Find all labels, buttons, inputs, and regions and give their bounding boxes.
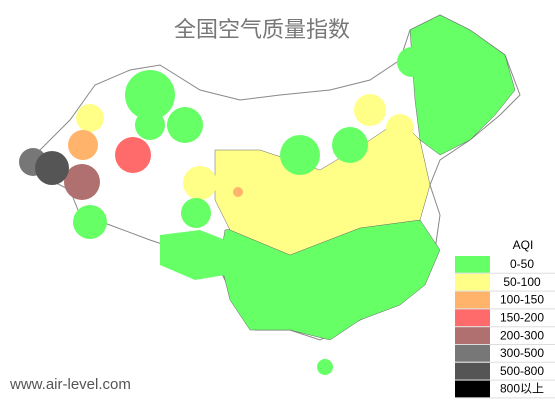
- station: [233, 187, 243, 197]
- station: [332, 127, 368, 163]
- legend-swatch: [455, 327, 490, 344]
- legend-label: 0-50: [510, 257, 534, 271]
- legend-label: 500-800: [500, 364, 544, 378]
- legend-swatch: [455, 362, 490, 380]
- station: [35, 151, 69, 185]
- legend-label: 800以上: [500, 382, 544, 396]
- legend-swatch: [455, 291, 490, 309]
- legend-swatch: [455, 380, 490, 398]
- aqi-region: [160, 230, 225, 280]
- legend-swatch: [455, 273, 490, 291]
- legend-label: 200-300: [500, 328, 544, 342]
- station: [183, 166, 217, 200]
- legend-swatch: [455, 309, 490, 327]
- station: [280, 135, 320, 175]
- legend: AQI 0-50 50-100 100-150 150-200 200-300 300-5…: [453, 236, 555, 400]
- legend-label: 100-150: [500, 293, 544, 307]
- station: [115, 137, 151, 173]
- legend-title: AQI: [513, 238, 534, 252]
- watermark: www.air-level.com: [9, 376, 131, 393]
- map-title: 全国空气质量指数: [174, 17, 350, 42]
- station: [64, 164, 100, 200]
- station: [386, 114, 414, 142]
- legend-label: 150-200: [500, 310, 544, 324]
- station: [397, 47, 427, 77]
- station: [317, 359, 333, 375]
- legend-label: 50-100: [503, 275, 541, 289]
- station: [354, 94, 386, 126]
- map: [19, 14, 521, 375]
- aqi-region: [214, 119, 431, 256]
- legend-swatch: [455, 256, 490, 273]
- station: [125, 70, 175, 120]
- legend-swatch: [455, 345, 490, 362]
- station: [76, 104, 104, 132]
- station: [167, 107, 203, 143]
- aqi-region: [409, 14, 516, 156]
- legend-label: 300-500: [500, 346, 544, 360]
- station: [73, 205, 107, 239]
- station: [68, 130, 98, 160]
- station: [181, 198, 211, 228]
- station: [428, 30, 452, 54]
- station: [135, 110, 165, 140]
